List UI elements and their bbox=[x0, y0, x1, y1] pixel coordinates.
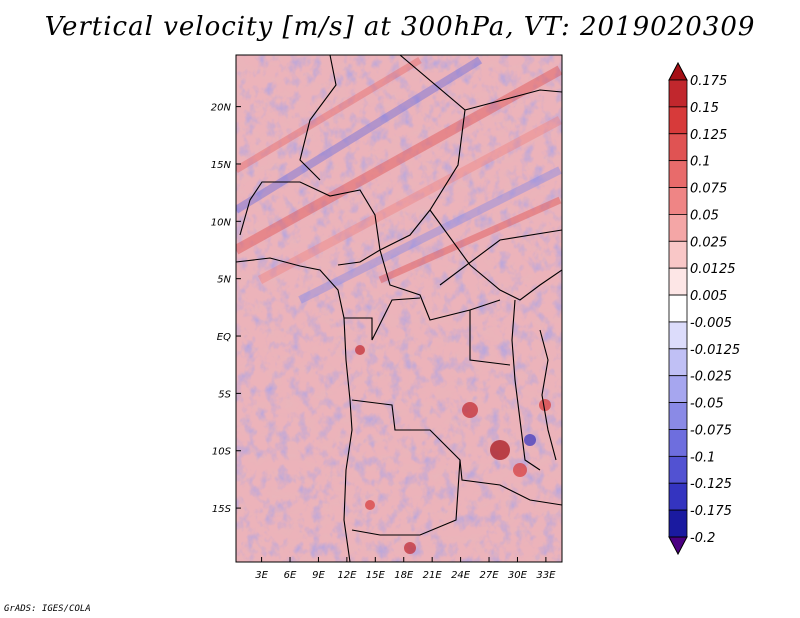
colorbar-label: -0.025 bbox=[690, 370, 732, 385]
colorbar-swatch bbox=[668, 429, 688, 457]
plot-frame bbox=[235, 54, 563, 563]
colorbar-label: 0.175 bbox=[690, 74, 727, 89]
x-tick-label: 12E bbox=[337, 570, 357, 581]
x-tick-label: 33E bbox=[536, 570, 556, 581]
x-tick-label: 15E bbox=[366, 570, 386, 581]
colorbar-swatch bbox=[668, 160, 688, 188]
y-tick-label: EQ bbox=[217, 332, 231, 343]
colorbar-swatch bbox=[668, 455, 688, 484]
colorbar-swatch bbox=[668, 321, 688, 350]
colorbar-label: -0.125 bbox=[690, 477, 732, 492]
x-axis: 3E 6E 9E 12E 15E 18E 21E 24E 27E 30E 33E bbox=[255, 557, 556, 581]
x-tick-label: 3E bbox=[255, 570, 268, 581]
colorbar-label: 0.075 bbox=[690, 182, 727, 197]
colorbar-swatch bbox=[668, 482, 688, 511]
country-borders bbox=[236, 55, 562, 562]
colorbar-label: -0.0125 bbox=[690, 343, 740, 358]
y-tick-label: 10S bbox=[212, 447, 232, 458]
velocity-field bbox=[236, 55, 562, 562]
colorbar-label: 0.005 bbox=[690, 289, 727, 304]
x-tick-label: 30E bbox=[508, 570, 528, 581]
colorbar-swatch bbox=[668, 267, 688, 296]
y-tick-label: 15S bbox=[212, 504, 232, 515]
colorbar-label: -0.1 bbox=[690, 450, 715, 465]
colorbar-swatch bbox=[668, 214, 688, 242]
colorbar-swatch bbox=[668, 240, 688, 269]
y-axis: 20N 15N 10N 5N EQ 5S 10S 15S bbox=[211, 103, 241, 515]
y-tick-label: 5S bbox=[218, 389, 231, 400]
y-tick-label: 10N bbox=[211, 217, 232, 228]
colorbar-label: 0.15 bbox=[690, 101, 719, 116]
colorbar-label: 0.05 bbox=[690, 208, 719, 223]
colorbar-swatch bbox=[668, 402, 688, 430]
colorbar-label: 0.1 bbox=[690, 155, 711, 170]
colorbar-bottom-arrow bbox=[668, 536, 688, 556]
colorbar-label: -0.075 bbox=[690, 423, 732, 438]
colorbar-label: 0.0125 bbox=[690, 262, 736, 277]
x-tick-label: 6E bbox=[284, 570, 297, 581]
x-tick-label: 21E bbox=[423, 570, 443, 581]
colorbar-swatch bbox=[668, 509, 688, 538]
colorbar-label: -0.05 bbox=[690, 397, 724, 412]
colorbar-swatch bbox=[668, 79, 688, 108]
x-tick-label: 27E bbox=[480, 570, 500, 581]
grads-credit: GrADS: IGES/COLA bbox=[4, 604, 91, 614]
y-tick-label: 20N bbox=[211, 103, 232, 114]
colorbar-swatch bbox=[668, 133, 688, 162]
colorbar-label: -0.2 bbox=[690, 531, 715, 546]
x-tick-label: 9E bbox=[312, 570, 325, 581]
x-tick-label: 24E bbox=[451, 570, 471, 581]
colorbar-label: -0.175 bbox=[690, 504, 732, 519]
colorbar-swatch bbox=[668, 106, 688, 135]
colorbar-label: -0.005 bbox=[690, 316, 732, 331]
colorbar-label: 0.125 bbox=[690, 128, 727, 143]
colorbar-swatch bbox=[668, 294, 688, 323]
colorbar-swatch bbox=[668, 375, 688, 403]
y-tick-label: 5N bbox=[217, 275, 231, 286]
colorbar-label: 0.025 bbox=[690, 235, 727, 250]
northern-bands bbox=[236, 56, 562, 304]
x-tick-label: 18E bbox=[394, 570, 414, 581]
colorbar: 0.175 0.15 0.125 0.1 0.075 0.05 0.025 0.0125 0.0… bbox=[668, 61, 740, 556]
chart-title: Vertical velocity [m/s] at 300hPa, VT: 2… bbox=[44, 12, 756, 42]
colorbar-swatch bbox=[668, 187, 688, 215]
colorbar-top-arrow bbox=[668, 61, 688, 81]
y-tick-label: 15N bbox=[211, 160, 232, 171]
colorbar-swatch bbox=[668, 348, 688, 377]
convective-cells bbox=[355, 345, 551, 554]
